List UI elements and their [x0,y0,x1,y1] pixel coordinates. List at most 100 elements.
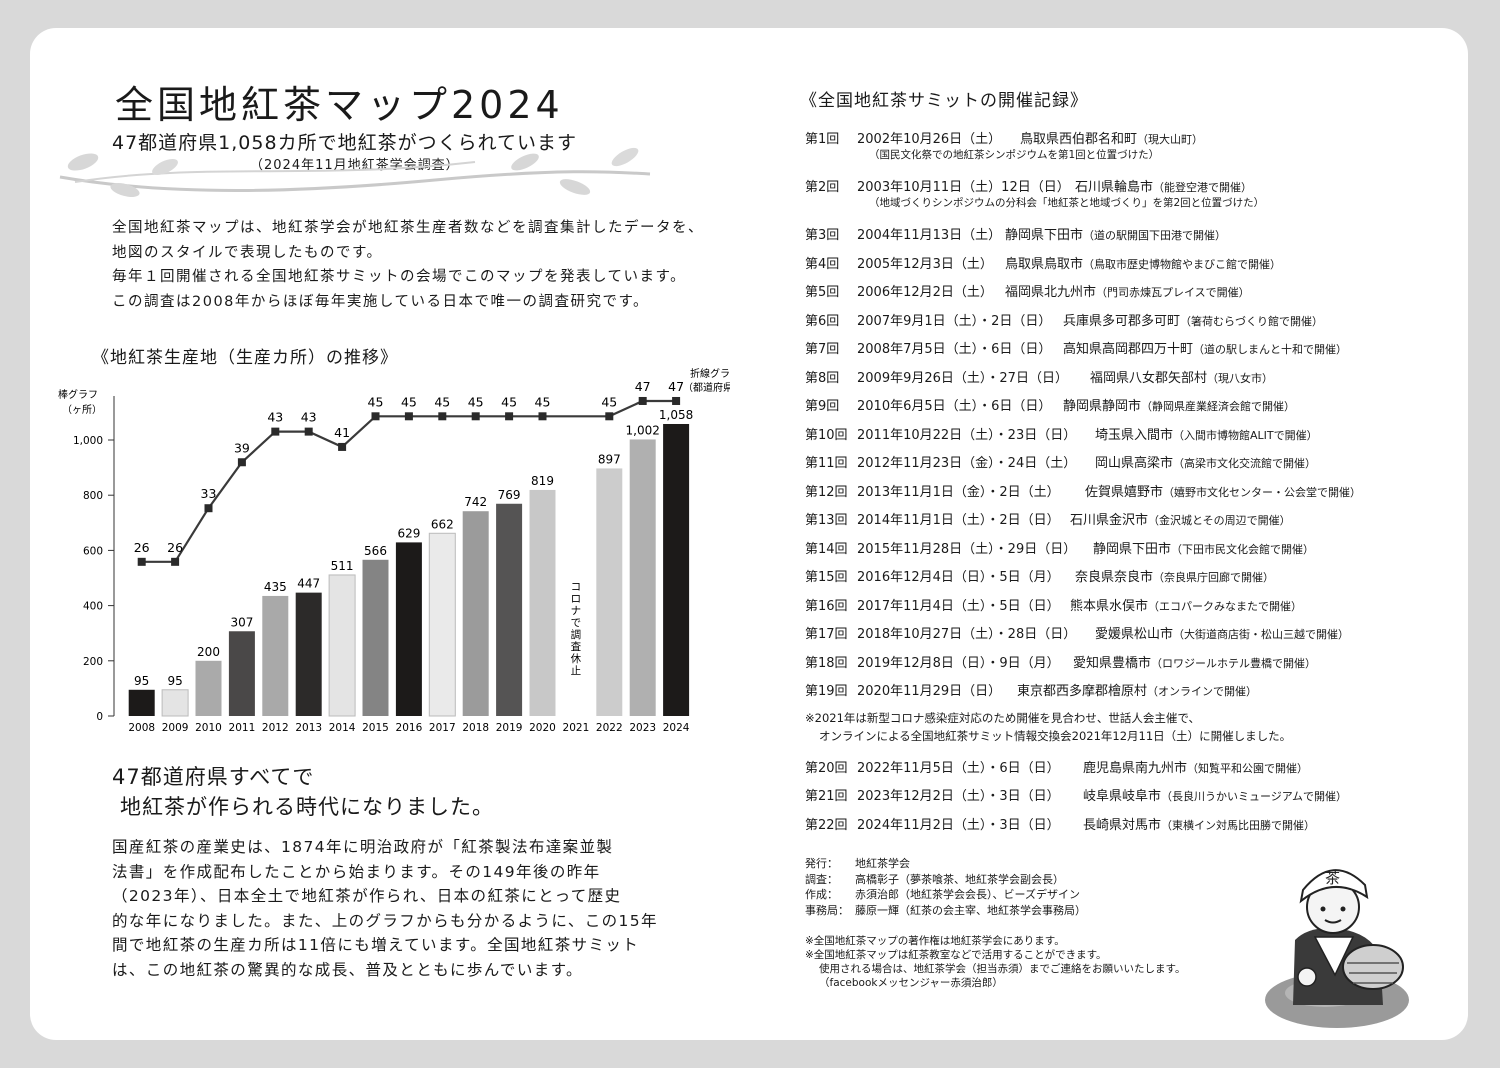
line-value-label: 39 [234,440,250,455]
intro-paragraph: 全国地紅茶マップは、地紅茶学会が地紅茶生産者数などを調査集計したデータを、 地図… [112,216,704,314]
bar-value-label: 819 [531,474,554,488]
summit-date: 2011年10月22日（土）・23日（日） [857,427,1077,443]
summit-date: 2010年6月5日（土）・6日（日） [857,399,1052,414]
bar-value-label: 629 [397,526,420,540]
summit-date: 2015年11月28日（土）・29日（日） [857,541,1077,557]
summit-place: 石川県金沢市 [1070,513,1149,528]
line-value-label: 45 [535,394,551,409]
summit-date: 2014年11月1日（土）・2日（日） [857,513,1060,528]
bar-value-label: 435 [264,580,287,594]
summit-place: 佐賀県嬉野市 [1085,484,1164,500]
summit-record: 第2回 2003年10月11日（土）12日（日） 石川県輪島市（能登空港で開催） （地… [805,176,1455,224]
summit-venue: 福岡県北九州市（門司赤煉瓦プレイスで開催） [1005,281,1250,300]
body-line: （2023年）、日本全土で地紅茶が作られ、日本の紅茶にとって歴史 [112,887,622,905]
line-point [371,412,380,421]
x-tick-label: 2017 [429,722,456,734]
body-line: 法書」を作成配布したことから始まります。その149年後の昨年 [112,862,601,881]
y-tick-label: 600 [83,545,103,557]
summit-number: 第19回 [805,684,848,699]
summit-place: 埼玉県入間市 [1095,427,1174,443]
summit-place: 石川県輪島市 [1075,180,1154,195]
bar [262,595,289,716]
covid-note-line: ※2021年は新型コロナ感染症対応のため開催を見合わせ、世話人会主催で、 [805,710,1200,725]
summit-date: 2023年12月2日（土）・3日（日） [857,789,1060,804]
bar [128,689,155,716]
summit-place: 東京都西多摩郡檜原村 [1017,684,1148,699]
summit-place: 兵庫県多可郡多可町 [1063,313,1181,329]
bar-value-label: 566 [364,544,387,558]
body-line: は、この地紅茶の驚異的な成長、普及とともに歩んでいます。 [112,960,583,979]
summit-date: 2009年9月26日（土）・27日（日） [857,370,1068,386]
summit-record: 第10回 2011年10月22日（土）・23日（日） 埼玉県入間市（入間市博物館AL… [805,424,1455,453]
summit-date: 2005年12月3日（土） [857,256,993,272]
summit-place-note: （能登空港で開催） [1153,181,1253,194]
summit-record-list: 第1回 2002年10月26日（土） 鳥取県西伯郡名和町（現大山町） （国民文化祭での… [805,128,1455,842]
line-point [137,557,146,566]
x-tick-label: 2011 [229,722,256,734]
summit-record: 第6回 2007年9月1日（土）・2日（日） 兵庫県多可郡多可町（箸荷むらづくり館で… [805,310,1455,339]
summit-date: 2006年12月2日（土） [857,285,993,300]
credit-value: 赤須治郎（地紅茶学会会長）、ビーズデザイン [855,888,1080,901]
bar-value-label: 897 [598,452,621,466]
summit-place-note: （下田市民文化会館で開催） [1171,542,1315,556]
summit-place-note: （現八女市） [1207,371,1274,385]
covid-note: ※2021年は新型コロナ感染症対応のため開催を見合わせ、世話人会主催で、 オンライ… [805,709,1455,757]
summit-venue: 奈良県奈良市（奈良県庁回廊で開催） [1075,566,1274,585]
summit-venue: 東京都西多摩郡檜原村（オンラインで開催） [1017,680,1257,699]
summit-date: 2002年10月26日（土） [857,132,1002,147]
footnote: （facebookメッセンジャー赤須治郎） [819,977,1003,989]
summit-record: 第5回 2006年12月2日（土） 福岡県北九州市（門司赤煉瓦プレイスで開催） [805,281,1455,310]
footnote: ※全国地紅茶マップの著作権は地紅茶学会にあります。 [805,935,1065,947]
line-value-label: 45 [501,394,517,409]
summit-record: 第16回 2017年11月4日（土）・5日（日） 熊本県水俣市（エコパークみなまたで… [805,595,1455,624]
production-chart: 棒グラフ （ヶ所） 折線グラフ（都道府県数） 0 200 400 600 800 1,000 20… [58,367,730,734]
bar-axis-label: 棒グラフ [58,388,98,401]
x-tick-label: 2022 [596,722,623,734]
summit-place: 岐阜県岐阜市 [1083,789,1162,804]
line-point [605,412,614,421]
summit-place-note: （エコパークみなまたで開催） [1148,599,1303,613]
summit-place: 静岡県下田市 [1093,541,1172,557]
x-tick-label: 2020 [529,722,556,734]
summit-venue: 静岡県静岡市（静岡県産業経済会館で開催） [1063,395,1295,414]
summit-venue: 長崎県対馬市（東横イン対馬比田勝で開催） [1083,814,1315,833]
line-point [271,427,280,436]
summit-date: 2007年9月1日（土）・2日（日） [857,313,1052,329]
tea-picker-illustration: 茶 [1265,869,1409,1028]
covid-annotation-char: 休 [571,653,582,665]
summit-place-note: （金沢城とその周辺で開催） [1148,514,1291,527]
x-tick-label: 2012 [262,722,289,734]
bar-value-label: 447 [297,577,320,591]
summit-record: 第11回 2012年11月23日（金）・24日（土） 岡山県高梁市（高梁市文化交流館… [805,452,1455,481]
summit-record: 第8回 2009年9月26日（土）・27日（日） 福岡県八女郡矢部村（現八女市） [805,367,1455,396]
summit-venue: 岐阜県岐阜市（長良川うかいミュージアムで開催） [1083,785,1347,804]
summit-date: 2022年11月5日（土）・6日（日） [857,760,1060,776]
bar-value-label: 307 [230,615,253,629]
bar [195,660,222,716]
credit-line: 事務局： 藤原一輝（紅茶の会主宰、地紅茶学会事務局） [805,903,1086,919]
bar [328,574,356,717]
credit-line: 作成： 赤須治郎（地紅茶学会会長）、ビーズデザイン [805,887,1086,903]
summit-venue: 鳥取県西伯郡名和町（現大山町） [1020,128,1203,147]
summit-place: 静岡県静岡市 [1063,399,1142,414]
summit-venue: 高知県高岡郡四万十町（道の駅しまんと十和で開催） [1063,338,1347,357]
section-heading-line: 地紅茶が作られる時代になりました。 [120,795,494,819]
summit-venue: 静岡県下田市（道の駅開国下田港で開催） [1005,224,1226,243]
line-legend-label: 折線グラフ [690,367,730,380]
section-heading-line: 47都道府県すべてで [112,765,315,789]
line-point [404,412,413,421]
line-value-label: 45 [468,394,484,409]
summit-place: 奈良県奈良市 [1075,570,1154,585]
summit-number: 第22回 [805,817,848,833]
line-value-label: 45 [601,394,617,409]
summit-number: 第16回 [805,598,848,614]
summit-place-note: （奈良県庁回廊で開催） [1153,571,1275,584]
intro-line: 毎年１回開催される全国地紅茶サミットの会場でこのマップを発表しています。 [112,269,687,285]
summit-record: 第7回 2008年7月5日（土）・6日（日） 高知県高岡郡四万十町（道の駅しまんと十… [805,338,1455,367]
summit-record: 第22回 2024年11月2日（土）・3日（日） 長崎県対馬市（東横イン対馬比田勝で… [805,814,1455,843]
line-point [471,412,480,421]
line-value-label: 47 [668,379,684,394]
summit-date: 2003年10月11日（土）12日（日） [857,180,1070,195]
summit-record: 第19回 2020年11月29日（日） 東京都西多摩郡檜原村（オンラインで開催） [805,680,1455,709]
summit-place: 愛知県豊橋市 [1073,655,1152,671]
